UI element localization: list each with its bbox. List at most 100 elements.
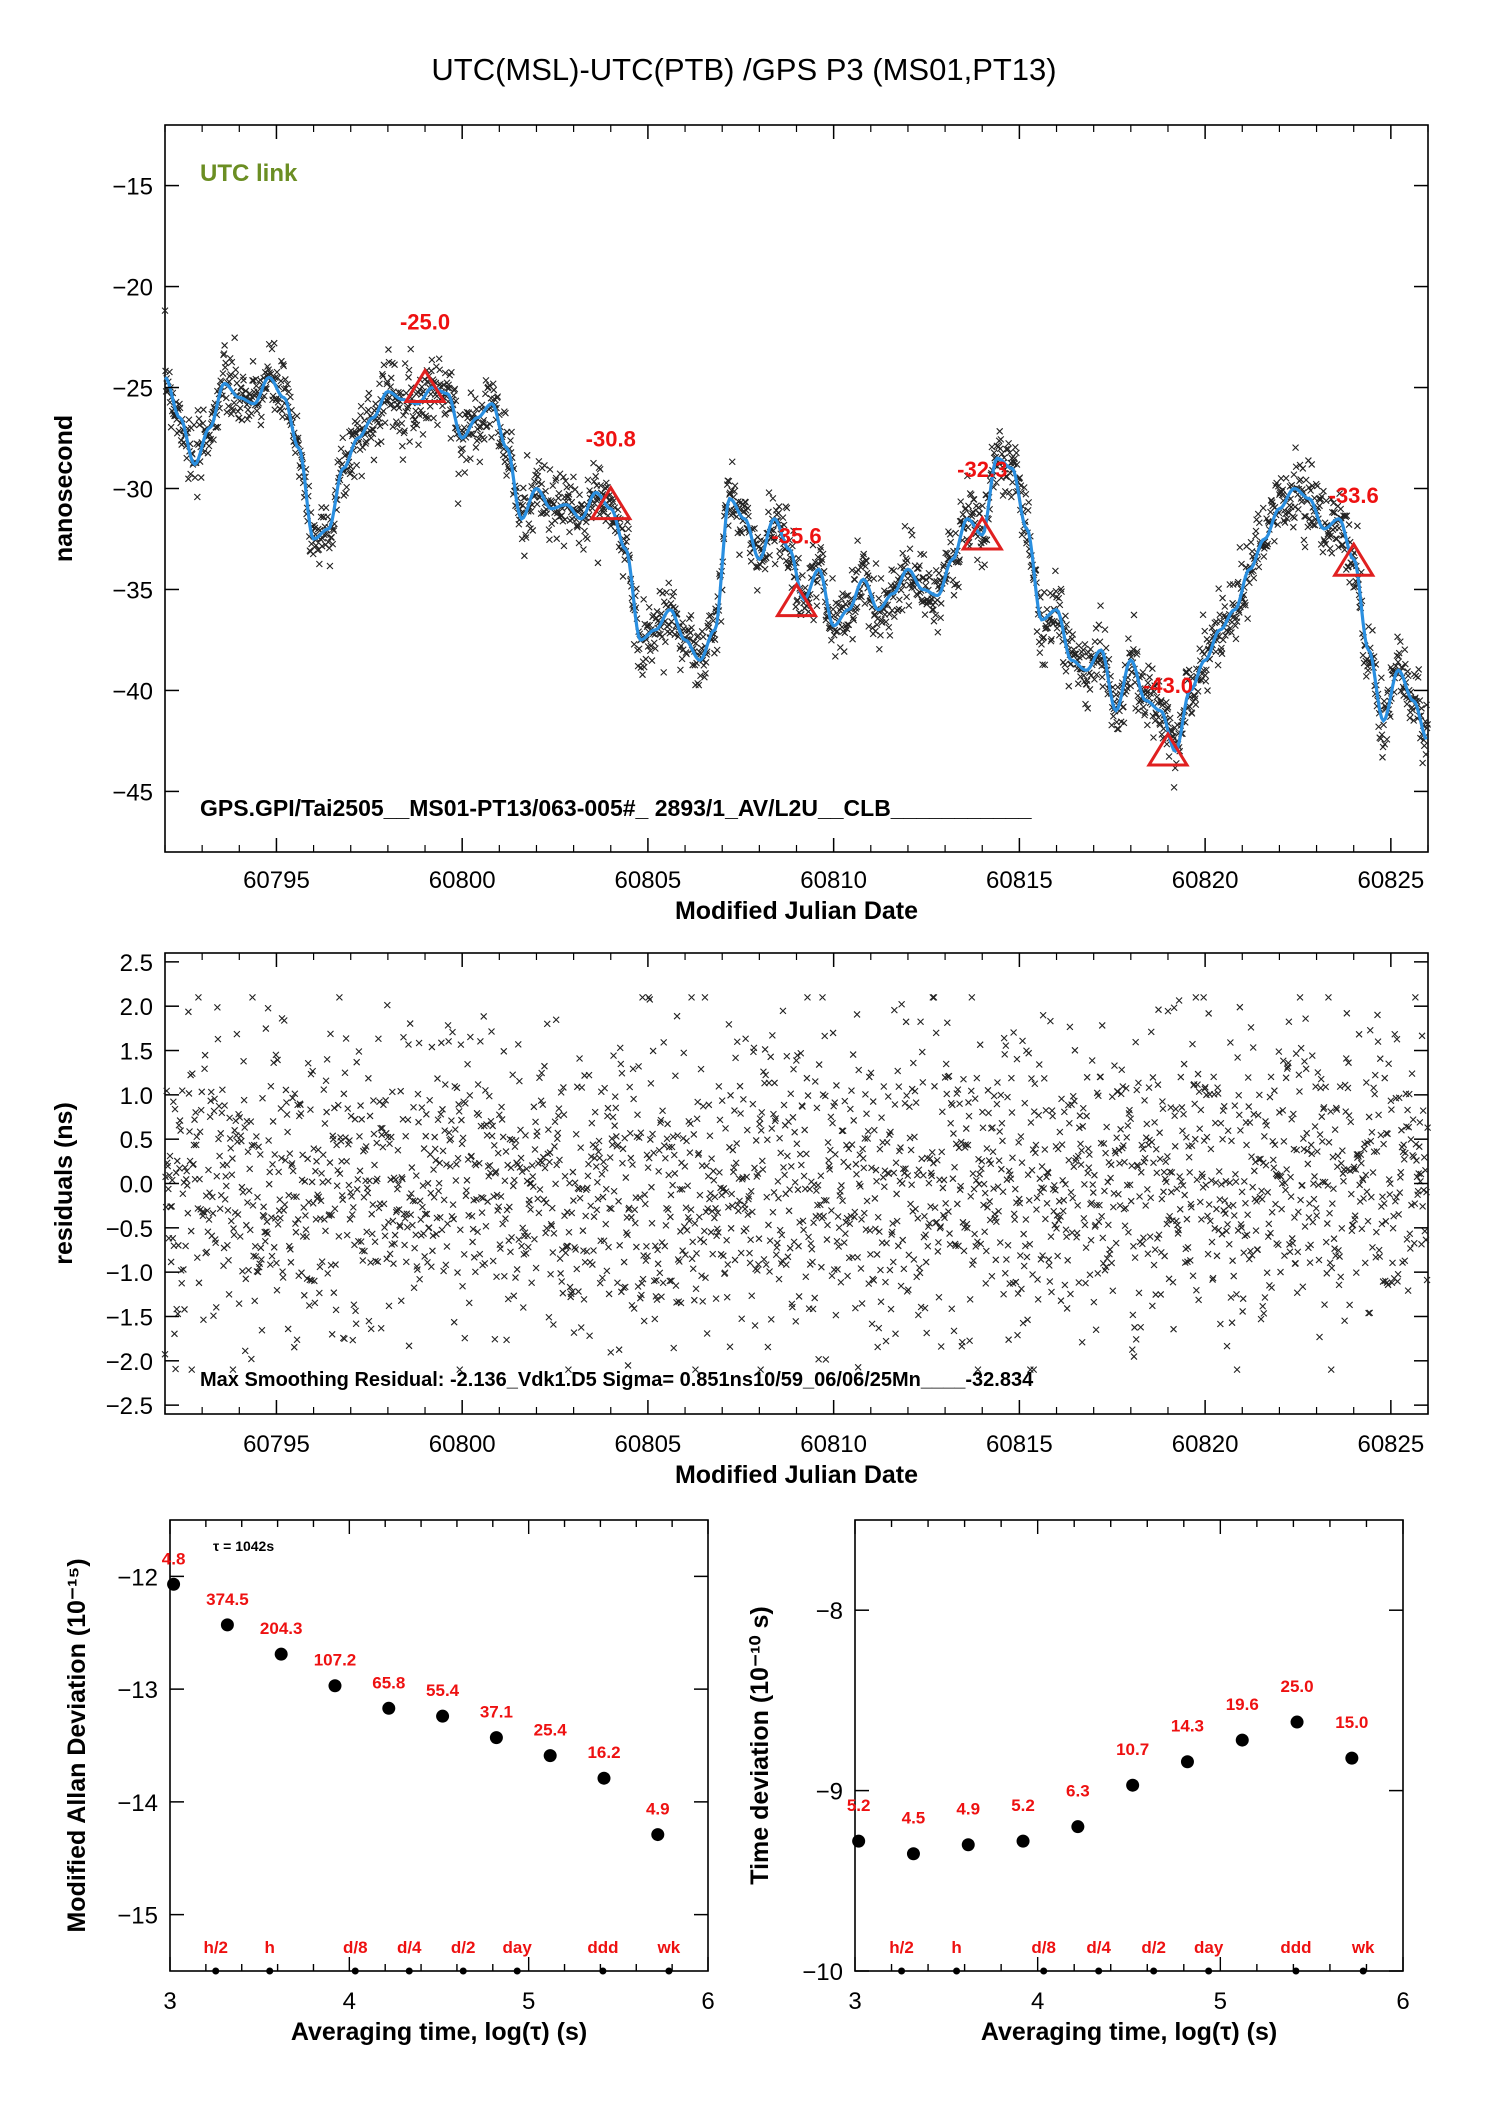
ts-xtick-label: 60820 [1172, 867, 1239, 894]
ts-data-point [974, 556, 981, 564]
res-data-point [373, 1139, 381, 1147]
res-data-point [224, 1206, 232, 1214]
ts-data-point [890, 613, 898, 621]
res-data-point [862, 1090, 869, 1098]
res-data-point [599, 1274, 606, 1282]
ts-data-point [378, 370, 386, 378]
res-data-point [1196, 1125, 1204, 1133]
res-data-point [1275, 1048, 1283, 1055]
ts-data-point [490, 386, 498, 394]
res-data-point [1218, 1230, 1226, 1238]
res-data-point [952, 1140, 960, 1148]
res-data-point [607, 1349, 615, 1356]
res-data-point [617, 1060, 625, 1068]
res-data-point [517, 1154, 525, 1162]
res-data-point [1294, 1248, 1302, 1256]
ts-data-point [700, 673, 708, 681]
res-data-point [1394, 1270, 1402, 1278]
res-data-point [356, 1132, 363, 1140]
ts-data-point [212, 424, 220, 431]
res-data-point [1142, 1134, 1150, 1142]
ts-data-point [270, 339, 278, 347]
res-data-point [420, 1145, 428, 1152]
res-data-point [431, 1145, 439, 1153]
res-data-point [475, 1111, 483, 1119]
mdev-time-mark-label: d/8 [343, 1938, 368, 1957]
res-data-point [1063, 1233, 1070, 1241]
mdev-point-label: 4.9 [646, 1800, 670, 1819]
res-data-point [365, 1317, 373, 1325]
res-data-point [986, 1198, 994, 1205]
ts-data-point [812, 593, 820, 601]
ts-data-point [393, 421, 401, 429]
res-data-point [1214, 1084, 1221, 1092]
res-data-point [491, 1335, 499, 1343]
res-data-point [476, 1250, 484, 1258]
res-data-point [1338, 1147, 1346, 1155]
res-data-point [1414, 1187, 1422, 1195]
res-data-point [436, 1159, 444, 1167]
res-data-point [1150, 1159, 1157, 1167]
ts-data-point [725, 477, 733, 485]
res-data-point [206, 1113, 214, 1121]
ts-data-point [651, 645, 659, 652]
ts-data-point [535, 457, 543, 465]
res-data-point [1335, 1281, 1343, 1289]
res-data-point [677, 1299, 685, 1307]
res-data-point [697, 1065, 705, 1073]
res-data-point [1232, 1170, 1239, 1178]
res-data-point [1016, 1252, 1024, 1259]
res-data-point [240, 1057, 247, 1065]
res-data-point [1283, 1166, 1291, 1173]
ts-data-point [648, 657, 656, 664]
res-data-point [693, 1115, 701, 1123]
res-data-point [279, 1268, 286, 1276]
ts-data-point [660, 668, 668, 676]
res-data-point [782, 1261, 790, 1269]
ts-data-point [779, 514, 787, 521]
ts-data-point [907, 526, 915, 534]
res-data-point [624, 1231, 631, 1239]
ts-data-point [529, 527, 537, 534]
res-data-point [251, 1297, 259, 1305]
res-data-point [499, 1133, 507, 1141]
res-data-point [385, 1302, 393, 1310]
res-data-point [614, 1279, 621, 1287]
ts-data-point [955, 583, 962, 591]
res-data-point [1132, 1038, 1140, 1046]
ts-data-point [379, 372, 387, 380]
res-data-point [522, 1131, 529, 1139]
ts-data-point [792, 603, 800, 611]
res-data-point [686, 1149, 694, 1156]
res-data-point [257, 1244, 265, 1252]
res-data-point [1008, 1109, 1016, 1116]
res-data-point [1360, 1195, 1367, 1202]
ts-data-point [479, 419, 487, 427]
res-data-point [1344, 1084, 1352, 1092]
ts-data-point [546, 536, 553, 544]
res-data-point [239, 1188, 247, 1196]
res-data-point [1395, 1094, 1403, 1102]
ts-data-point [1238, 560, 1245, 568]
ts-data-point [862, 563, 869, 570]
res-data-point [551, 1118, 559, 1126]
res-data-point [841, 1230, 849, 1238]
res-data-point [907, 1146, 915, 1154]
ts-ytick-label: −25 [112, 376, 153, 403]
ts-data-point [614, 506, 622, 514]
ts-data-point [1199, 611, 1207, 619]
res-data-point [559, 1289, 567, 1297]
res-data-point [763, 1136, 771, 1144]
res-data-point [1223, 1342, 1231, 1350]
res-data-point [643, 1151, 651, 1159]
res-data-point [1220, 1102, 1228, 1110]
res-data-point [786, 1244, 794, 1252]
res-data-point [937, 1343, 945, 1350]
res-data-point [1328, 1264, 1336, 1272]
ts-data-point [204, 449, 212, 457]
res-data-point [1039, 1011, 1047, 1019]
mdev-time-mark-dot [513, 1967, 521, 1975]
res-y-axis-label: residuals (ns) [50, 1102, 78, 1265]
res-data-point [193, 1254, 201, 1262]
res-data-point [1296, 1088, 1303, 1095]
